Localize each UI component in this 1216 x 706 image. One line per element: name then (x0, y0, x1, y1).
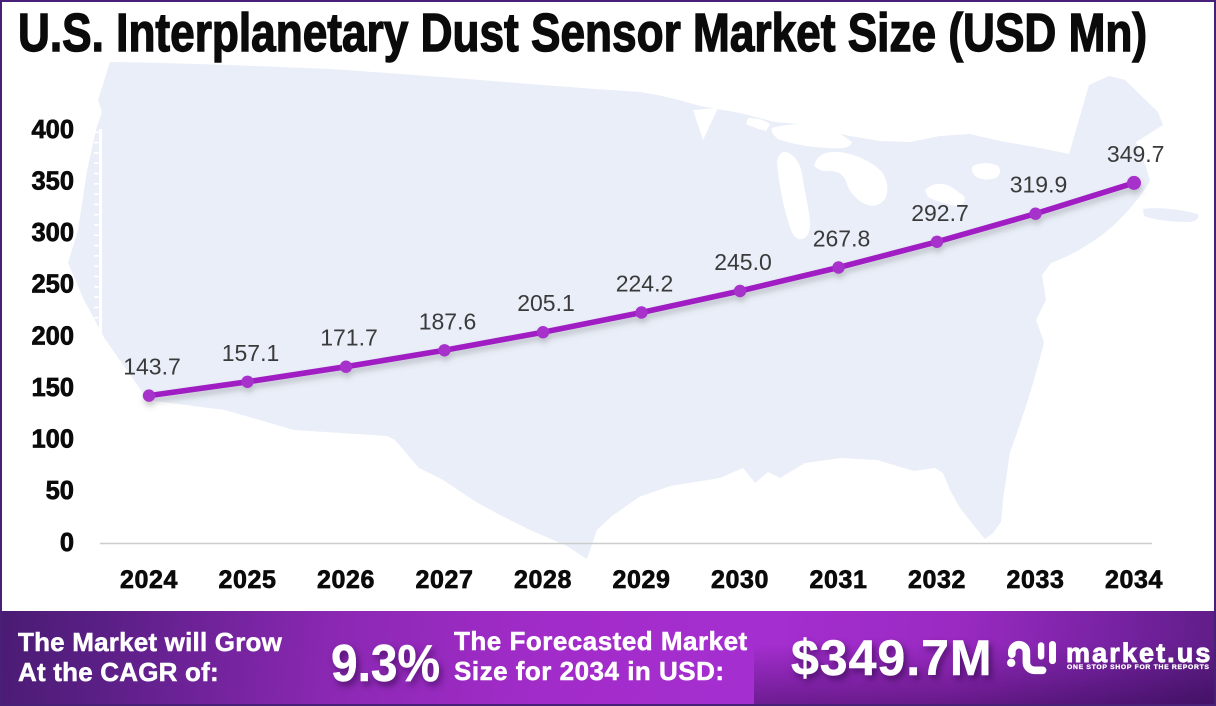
svg-text:2030: 2030 (711, 566, 769, 594)
svg-text:267.8: 267.8 (813, 226, 871, 252)
svg-text:171.7: 171.7 (320, 325, 378, 351)
svg-text:2034: 2034 (1105, 566, 1163, 594)
svg-text:2033: 2033 (1006, 566, 1064, 594)
svg-text:187.6: 187.6 (419, 308, 477, 334)
svg-text:0: 0 (60, 529, 74, 557)
svg-text:2031: 2031 (809, 566, 867, 594)
svg-text:2025: 2025 (218, 566, 276, 594)
svg-text:143.7: 143.7 (123, 354, 181, 380)
svg-text:319.9: 319.9 (1010, 172, 1068, 198)
svg-text:350: 350 (31, 167, 74, 195)
svg-text:300: 300 (31, 219, 74, 247)
svg-text:100: 100 (31, 426, 74, 454)
svg-text:2024: 2024 (120, 566, 178, 594)
svg-text:250: 250 (31, 271, 74, 299)
svg-text:2027: 2027 (415, 566, 473, 594)
svg-text:2028: 2028 (514, 566, 572, 594)
svg-text:224.2: 224.2 (616, 271, 674, 297)
svg-text:50: 50 (46, 477, 74, 505)
svg-text:349.7: 349.7 (1107, 141, 1165, 167)
svg-text:2026: 2026 (317, 566, 375, 594)
svg-text:150: 150 (31, 374, 74, 402)
svg-text:292.7: 292.7 (911, 200, 969, 226)
svg-text:2032: 2032 (908, 566, 966, 594)
svg-text:157.1: 157.1 (222, 340, 280, 366)
svg-text:2029: 2029 (612, 566, 670, 594)
svg-text:245.0: 245.0 (714, 249, 772, 275)
svg-text:205.1: 205.1 (517, 290, 575, 316)
svg-text:200: 200 (31, 322, 74, 350)
svg-text:400: 400 (31, 116, 74, 144)
